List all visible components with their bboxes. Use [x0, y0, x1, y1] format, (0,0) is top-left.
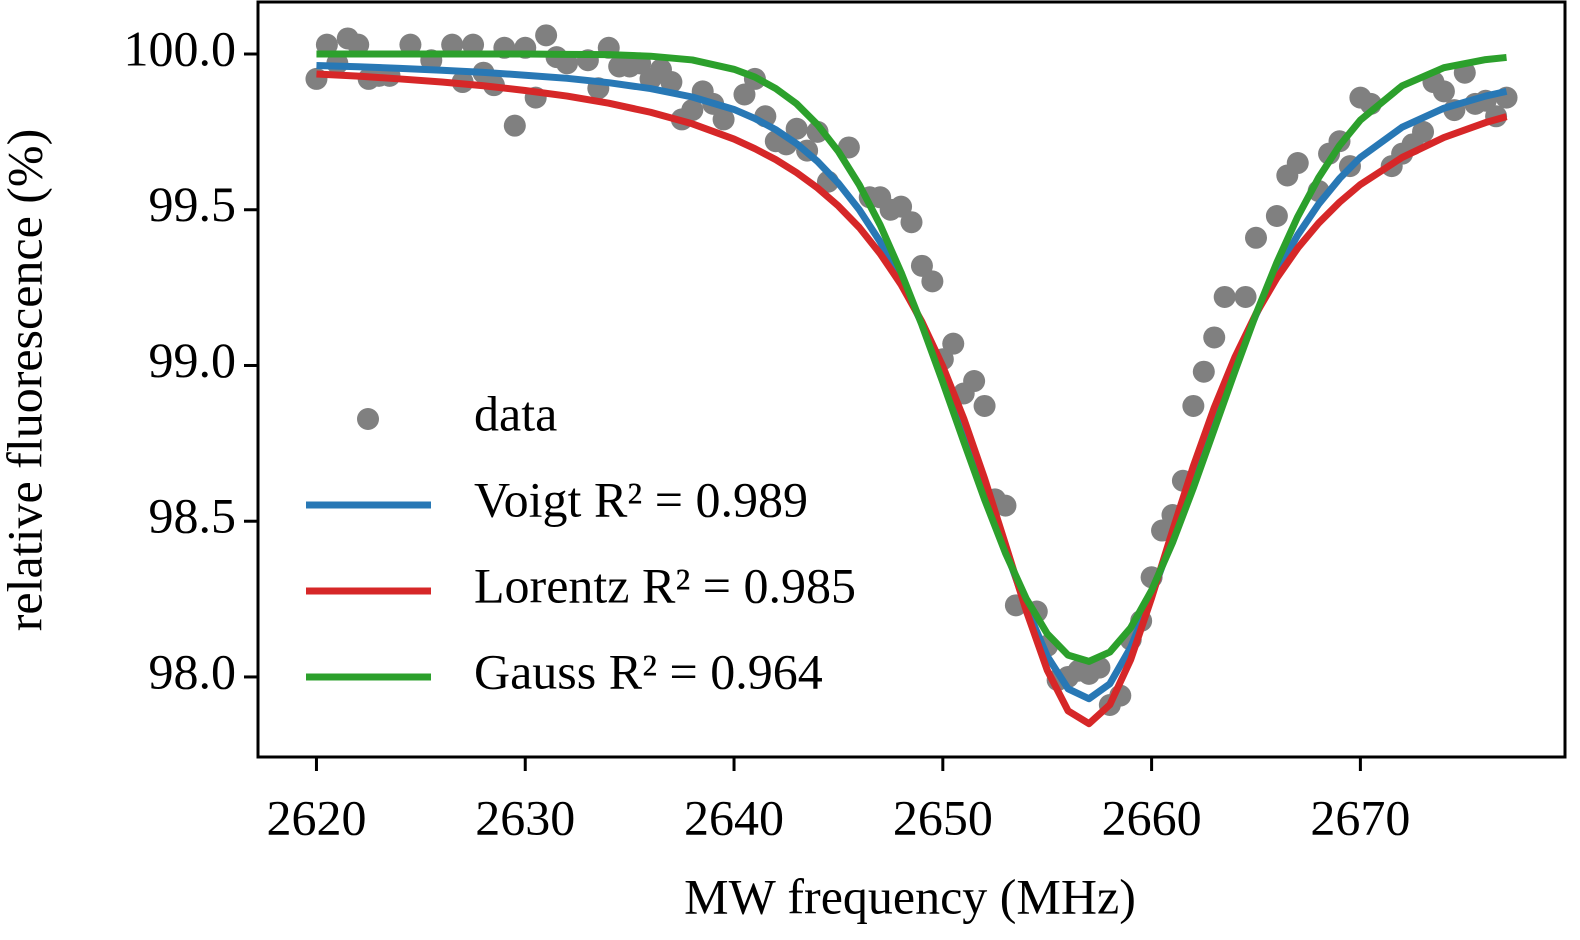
- data-point: [462, 33, 485, 56]
- fit-line: [316, 50, 1507, 665]
- data-point: [963, 370, 986, 393]
- data-point: [973, 394, 996, 417]
- legend-label: Gauss R² = 0.964: [474, 643, 823, 699]
- data-point: [660, 71, 683, 94]
- data-point: [1192, 360, 1215, 383]
- y-tick-label: 100.0: [124, 20, 237, 76]
- data-point: [712, 108, 735, 131]
- legend-marker: [357, 408, 379, 430]
- x-tick-label: 2650: [893, 789, 993, 845]
- legend-label: data: [474, 385, 557, 441]
- data-point: [1203, 326, 1226, 349]
- data-point: [1265, 204, 1288, 227]
- data-point: [900, 211, 923, 234]
- data-point: [921, 270, 944, 293]
- data-point: [1412, 120, 1435, 143]
- x-tick-label: 2620: [266, 789, 366, 845]
- data-point: [681, 99, 704, 122]
- x-tick-label: 2630: [475, 789, 575, 845]
- data-point: [1182, 394, 1205, 417]
- data-point: [1432, 80, 1455, 103]
- data-point: [994, 494, 1017, 517]
- data-point: [910, 254, 933, 277]
- x-axis-title: MW frequency (MHz): [684, 868, 1136, 924]
- data-point: [347, 33, 370, 56]
- data-point: [1244, 226, 1267, 249]
- data-point: [942, 332, 965, 355]
- x-tick-label: 2670: [1310, 789, 1410, 845]
- x-tick-label: 2640: [684, 789, 784, 845]
- legend-label: Lorentz R² = 0.985: [474, 557, 856, 613]
- y-tick-label: 98.0: [149, 643, 237, 699]
- legend-label: Voigt R² = 0.989: [474, 471, 808, 527]
- y-tick-label: 98.5: [149, 488, 237, 544]
- data-point: [441, 33, 464, 56]
- plot-frame: [256, 0, 1567, 759]
- data-point: [785, 117, 808, 140]
- y-tick-label: 99.5: [149, 176, 237, 232]
- data-point: [1213, 285, 1236, 308]
- data-point: [1286, 152, 1309, 175]
- x-tick-label: 2660: [1102, 789, 1202, 845]
- data-point: [733, 83, 756, 106]
- data-point: [890, 195, 913, 218]
- data-point: [315, 33, 338, 56]
- data-point: [399, 33, 422, 56]
- data-point: [503, 114, 526, 137]
- fit-line: [316, 70, 1508, 728]
- y-axis-title: relative fluorescence (%): [0, 129, 52, 631]
- y-tick-label: 99.0: [149, 332, 237, 388]
- data-point: [535, 24, 558, 47]
- data-point: [1234, 285, 1257, 308]
